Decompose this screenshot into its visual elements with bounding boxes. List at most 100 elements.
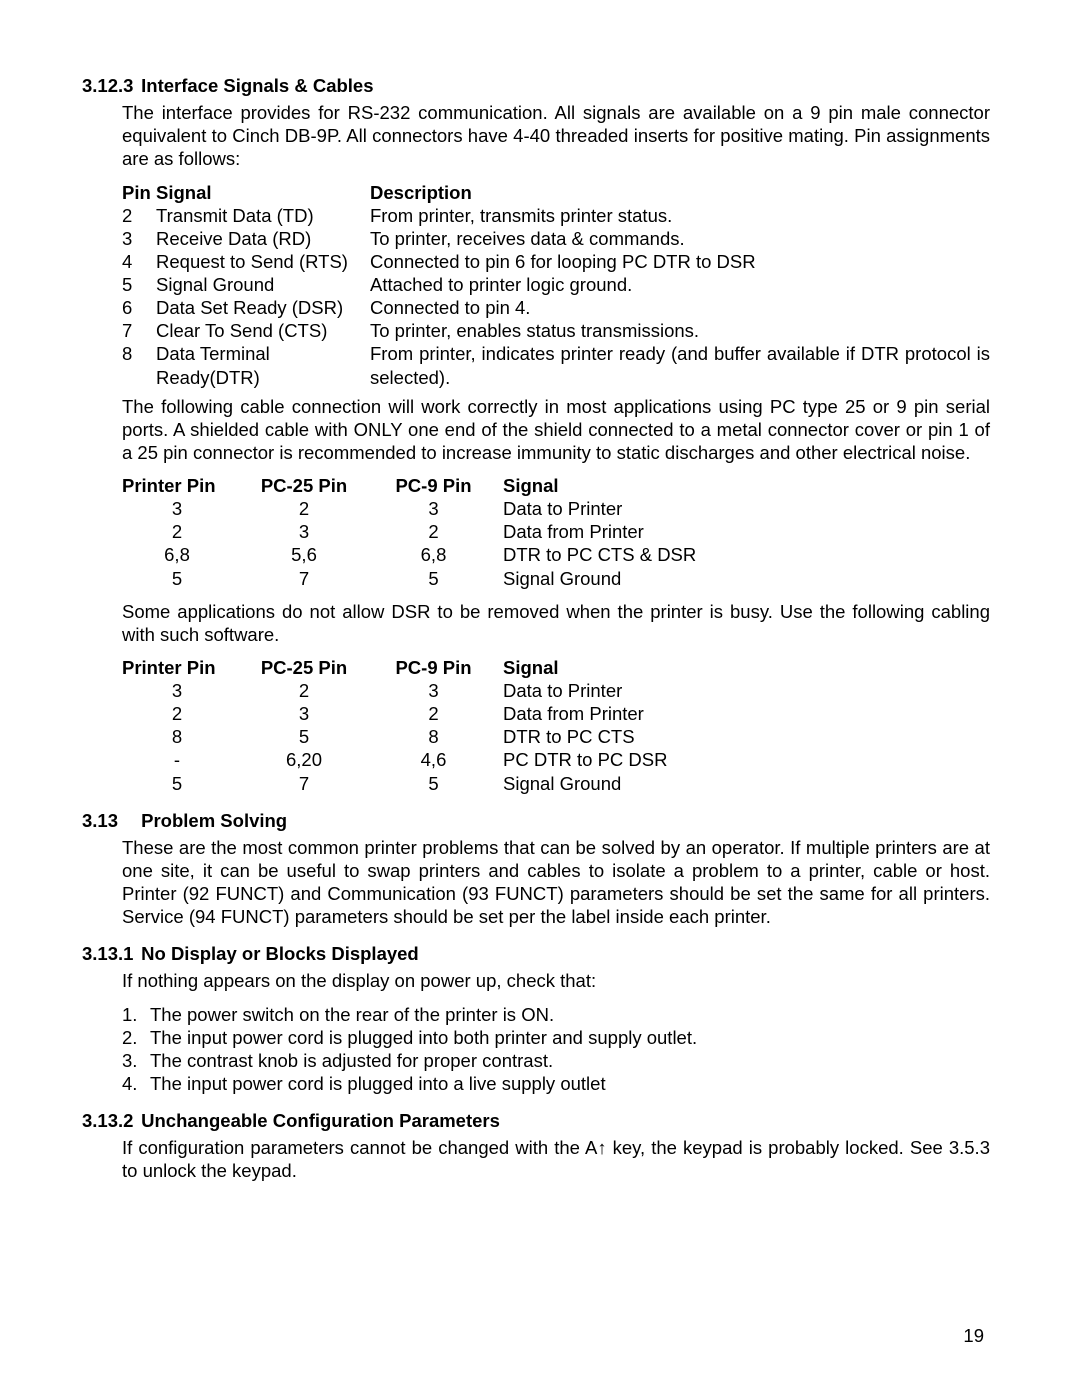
signal-description: Attached to printer logic ground. — [370, 273, 990, 296]
up-arrow-icon: ↑ — [597, 1137, 606, 1158]
cable-signal: DTR to PC CTS — [503, 725, 990, 748]
cable-signal: Signal Ground — [503, 772, 990, 795]
no-display-checklist: 1.The power switch on the rear of the pr… — [122, 1003, 990, 1096]
list-item: 1.The power switch on the rear of the pr… — [122, 1003, 990, 1026]
signal-description: From printer, transmits printer status. — [370, 204, 990, 227]
pin-number: 2 — [122, 204, 152, 227]
signal-description: To printer, receives data & commands. — [370, 227, 990, 250]
pc25-pin: 3 — [244, 702, 364, 725]
pc25-pin: 2 — [244, 497, 364, 520]
text-part-a: If configuration parameters cannot be ch… — [122, 1137, 597, 1158]
cable-signal: Data from Printer — [503, 520, 990, 543]
section-number: 3.12.3 — [82, 74, 136, 97]
list-item: 3.The contrast knob is adjusted for prop… — [122, 1049, 990, 1072]
pin-number: 8 — [122, 342, 152, 388]
signal-name: Request to Send (RTS) — [156, 250, 366, 273]
signal-name: Receive Data (RD) — [156, 227, 366, 250]
signal-name: Data Set Ready (DSR) — [156, 296, 366, 319]
section-3-12-3-heading: 3.12.3 Interface Signals & Cables — [82, 74, 990, 97]
signal-name: Clear To Send (CTS) — [156, 319, 366, 342]
printer-pin: 2 — [122, 702, 232, 725]
pc9-pin: 5 — [376, 567, 491, 590]
section-number: 3.13.2 — [82, 1109, 136, 1132]
signal-description: Connected to pin 6 for looping PC DTR to… — [370, 250, 990, 273]
pc25-pin: 2 — [244, 679, 364, 702]
pc25-pin: 7 — [244, 772, 364, 795]
cable-signal: Signal Ground — [503, 567, 990, 590]
pc9-pin: 8 — [376, 725, 491, 748]
printer-pin: 8 — [122, 725, 232, 748]
pc9-pin: 3 — [376, 497, 491, 520]
section-title-text: Problem Solving — [141, 810, 287, 831]
list-number: 4. — [122, 1072, 150, 1095]
printer-pin-header: Printer Pin — [122, 474, 232, 497]
signal-description: Connected to pin 4. — [370, 296, 990, 319]
cable-signal: PC DTR to PC DSR — [503, 748, 990, 771]
pc25-pin-header: PC-25 Pin — [244, 474, 364, 497]
list-item: 4.The input power cord is plugged into a… — [122, 1072, 990, 1095]
list-text: The contrast knob is adjusted for proper… — [150, 1049, 990, 1072]
list-item: 2.The input power cord is plugged into b… — [122, 1026, 990, 1049]
pin-number: 5 — [122, 273, 152, 296]
signal-name: Signal Ground — [156, 273, 366, 296]
pin-number: 4 — [122, 250, 152, 273]
pin-number: 6 — [122, 296, 152, 319]
unchangeable-params-text: If configuration parameters cannot be ch… — [122, 1136, 990, 1182]
pc25-pin: 5,6 — [244, 543, 364, 566]
cable-paragraph-2: Some applications do not allow DSR to be… — [122, 600, 990, 646]
printer-pin: - — [122, 748, 232, 771]
pc9-pin: 2 — [376, 520, 491, 543]
section-title-text: Unchangeable Configuration Parameters — [141, 1110, 500, 1131]
cable-paragraph: The following cable connection will work… — [122, 395, 990, 464]
list-number: 1. — [122, 1003, 150, 1026]
list-number: 3. — [122, 1049, 150, 1072]
pc25-pin: 6,20 — [244, 748, 364, 771]
printer-pin: 5 — [122, 772, 232, 795]
printer-pin: 3 — [122, 679, 232, 702]
pc25-pin-header: PC-25 Pin — [244, 656, 364, 679]
section-title-text: No Display or Blocks Displayed — [141, 943, 419, 964]
section-number: 3.13 — [82, 809, 136, 832]
pc9-pin: 3 — [376, 679, 491, 702]
signal-description: To printer, enables status transmissions… — [370, 319, 990, 342]
signal-col-header: Signal — [503, 656, 990, 679]
signal-name: Data Terminal Ready(DTR) — [156, 342, 366, 388]
cable-signal: Data to Printer — [503, 497, 990, 520]
description-header: Description — [370, 181, 990, 204]
printer-pin: 2 — [122, 520, 232, 543]
problem-solving-intro: These are the most common printer proble… — [122, 836, 990, 929]
list-text: The power switch on the rear of the prin… — [150, 1003, 990, 1026]
list-text: The input power cord is plugged into a l… — [150, 1072, 990, 1095]
list-number: 2. — [122, 1026, 150, 1049]
pc25-pin: 5 — [244, 725, 364, 748]
pc9-pin: 4,6 — [376, 748, 491, 771]
pc9-pin: 5 — [376, 772, 491, 795]
section-3-13-2-heading: 3.13.2 Unchangeable Configuration Parame… — [82, 1109, 990, 1132]
pc9-pin-header: PC-9 Pin — [376, 656, 491, 679]
pc25-pin: 7 — [244, 567, 364, 590]
section-title-text: Interface Signals & Cables — [141, 75, 373, 96]
cable-table-1: Printer Pin PC-25 Pin PC-9 Pin Signal 32… — [122, 474, 990, 590]
document-page: 3.12.3 Interface Signals & Cables The in… — [0, 0, 1080, 1397]
pc25-pin: 3 — [244, 520, 364, 543]
section-number: 3.13.1 — [82, 942, 136, 965]
signal-header: Signal — [156, 181, 366, 204]
pc9-pin: 6,8 — [376, 543, 491, 566]
pin-number: 7 — [122, 319, 152, 342]
section-3-13-heading: 3.13 Problem Solving — [82, 809, 990, 832]
pc9-pin: 2 — [376, 702, 491, 725]
pin-number: 3 — [122, 227, 152, 250]
cable-table-2: Printer Pin PC-25 Pin PC-9 Pin Signal 32… — [122, 656, 990, 795]
cable-signal: DTR to PC CTS & DSR — [503, 543, 990, 566]
signal-col-header: Signal — [503, 474, 990, 497]
printer-pin: 3 — [122, 497, 232, 520]
list-text: The input power cord is plugged into bot… — [150, 1026, 990, 1049]
pin-header: Pin — [122, 181, 152, 204]
intro-paragraph: The interface provides for RS-232 commun… — [122, 101, 990, 170]
cable-signal: Data from Printer — [503, 702, 990, 725]
pin-signal-table: Pin Signal Description 2Transmit Data (T… — [122, 181, 990, 389]
page-number: 19 — [963, 1324, 984, 1347]
printer-pin: 6,8 — [122, 543, 232, 566]
cable-signal: Data to Printer — [503, 679, 990, 702]
signal-description: From printer, indicates printer ready (a… — [370, 342, 990, 388]
